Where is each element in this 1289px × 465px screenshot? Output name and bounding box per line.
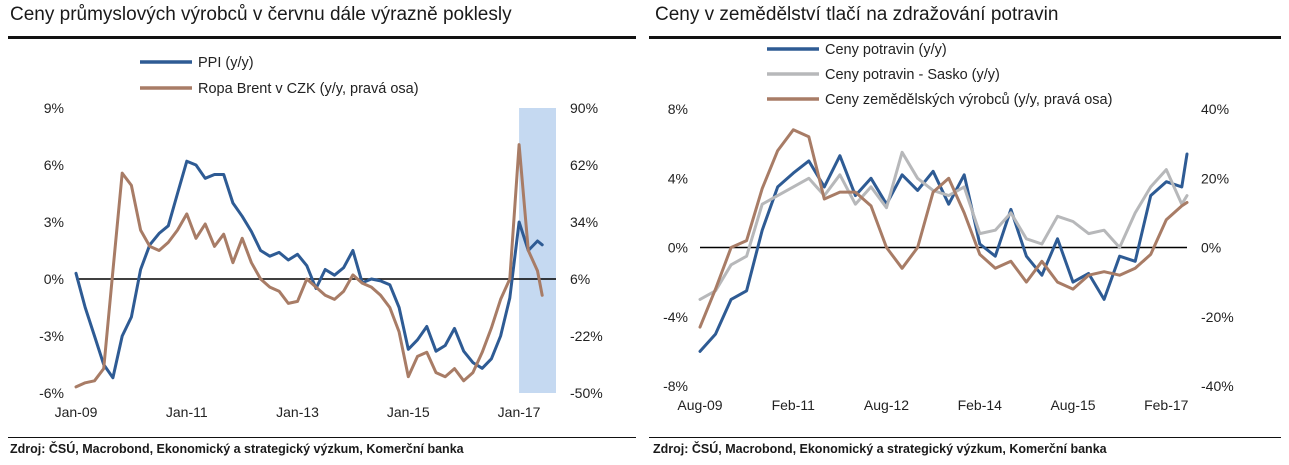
legend-label-3: Ceny zemědělských výrobců (y/y, pravá os… — [825, 92, 1112, 108]
left-source-text: Zdroj: ČSÚ, Macrobond, Ekonomický a stra… — [10, 442, 464, 456]
x-tick-label: Jan-13 — [276, 404, 319, 420]
y-left-tick-label: 9% — [44, 100, 64, 116]
x-tick-label: Feb-14 — [958, 397, 1003, 413]
right-title-rule — [649, 36, 1281, 39]
y-right-tick-label: 20% — [1201, 170, 1229, 186]
series-line-1 — [698, 152, 1189, 353]
right-chart-panel: Ceny v zemědělství tlačí na zdražování p… — [645, 0, 1285, 465]
y-right-tick-label: -40% — [1201, 378, 1234, 394]
y-right-tick-label: -50% — [570, 385, 603, 401]
y-right-tick-label: -22% — [570, 328, 603, 344]
left-chart-panel: Ceny průmyslových výrobců v červnu dále … — [0, 0, 640, 465]
series-line-1 — [74, 159, 544, 380]
x-tick-label: Aug-09 — [677, 397, 722, 413]
y-left-tick-label: -4% — [663, 309, 688, 325]
left-chart-title: Ceny průmyslových výrobců v červnu dále … — [10, 4, 512, 25]
series-line-2 — [74, 143, 544, 389]
left-chart-svg: -6% -3% 0% 3% 6% 9% -50% -22% 6% 34% 62% 90% Jan-09 J… — [39, 55, 603, 420]
legend-label-2: Ceny potravin - Sasko (y/y) — [825, 67, 1000, 83]
left-source-rule — [8, 437, 636, 438]
y-left-tick-label: -6% — [39, 385, 64, 401]
y-left-tick-label: 6% — [44, 157, 64, 173]
left-title-rule — [8, 36, 636, 39]
legend-label-2: Ropa Brent v CZK (y/y, pravá osa) — [198, 81, 419, 97]
y-right-tick-label: 0% — [1201, 240, 1221, 256]
y-right-tick-label: -20% — [1201, 309, 1234, 325]
y-left-tick-label: -8% — [663, 378, 688, 394]
x-tick-label: Feb-17 — [1144, 397, 1189, 413]
y-right-tick-label: 90% — [570, 100, 598, 116]
y-left-tick-label: 3% — [44, 214, 64, 230]
legend-label-1: Ceny potravin (y/y) — [825, 42, 947, 58]
y-left-tick-label: 0% — [44, 271, 64, 287]
y-right-tick-label: 6% — [570, 271, 590, 287]
y-right-tick-label: 40% — [1201, 101, 1229, 117]
right-source-rule — [649, 437, 1281, 438]
right-source-text: Zdroj: ČSÚ, Macrobond, Ekonomický a stra… — [653, 442, 1107, 456]
y-left-tick-label: 4% — [668, 170, 688, 186]
y-right-tick-label: 34% — [570, 214, 598, 230]
series-line-3 — [698, 128, 1189, 329]
x-tick-label: Jan-17 — [498, 404, 541, 420]
x-tick-label: Aug-12 — [864, 397, 909, 413]
y-left-tick-label: 8% — [668, 101, 688, 117]
right-chart-title: Ceny v zemědělství tlačí na zdražování p… — [655, 4, 1059, 25]
series-line-2 — [698, 150, 1189, 301]
x-tick-label: Jan-09 — [55, 404, 98, 420]
x-tick-label: Feb-11 — [772, 397, 816, 413]
right-chart-svg: -8% -4% 0% 4% 8% -40% -20% 0% 20% 40% Aug-09 Feb-11… — [663, 42, 1234, 413]
y-right-tick-label: 62% — [570, 157, 598, 173]
legend-label-1: PPI (y/y) — [198, 55, 254, 71]
x-tick-label: Jan-11 — [166, 404, 208, 420]
y-left-tick-label: 0% — [668, 240, 688, 256]
y-left-tick-label: -3% — [39, 328, 64, 344]
x-tick-label: Jan-15 — [387, 404, 430, 420]
x-tick-label: Aug-15 — [1050, 397, 1095, 413]
shaded-region — [519, 108, 556, 393]
